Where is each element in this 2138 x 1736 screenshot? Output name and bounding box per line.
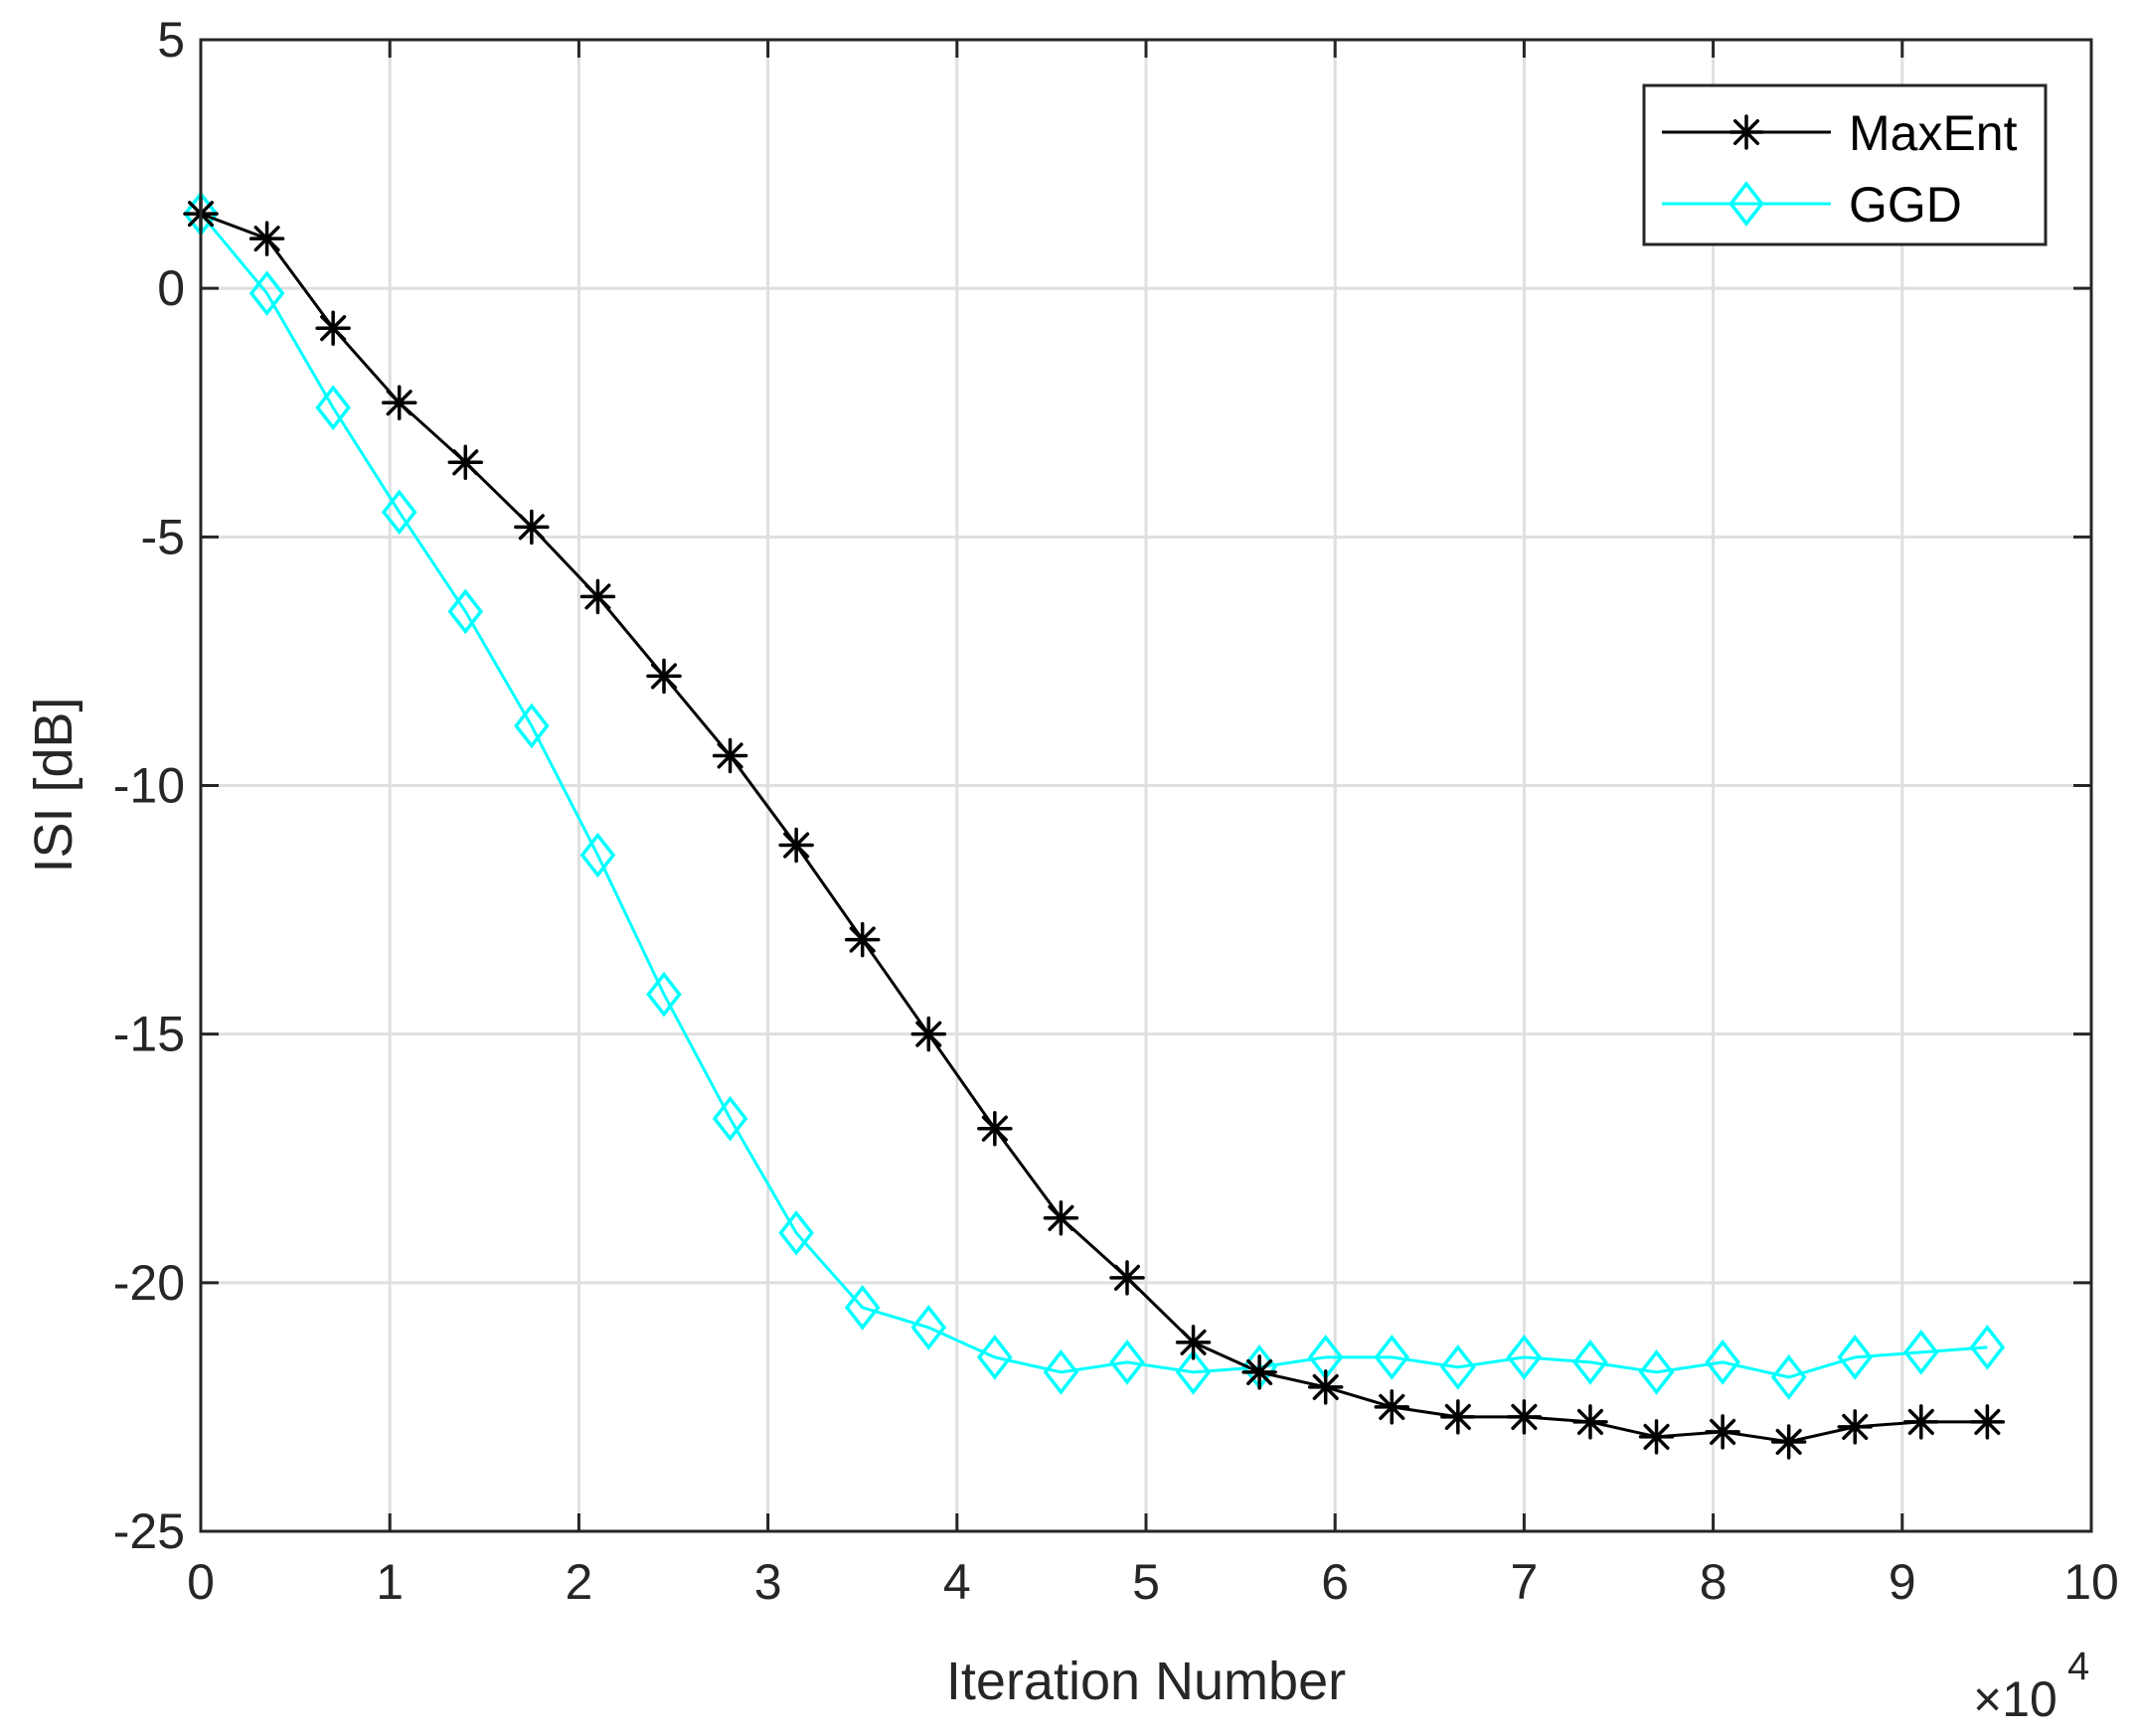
data-point-maxent: [1572, 1404, 1608, 1440]
data-point-maxent: [1969, 1404, 2006, 1440]
legend-marker-maxent: [1728, 114, 1764, 150]
data-point-maxent: [1307, 1369, 1344, 1405]
data-point-ggd: [1175, 1349, 1212, 1395]
legend-box: [1642, 83, 2048, 246]
series-line-maxent: [200, 212, 1988, 1444]
x-tick-label: 5: [1132, 1554, 1160, 1610]
data-point-maxent: [381, 385, 417, 420]
data-point-maxent: [248, 221, 285, 256]
y-tick-label: -10: [113, 758, 185, 814]
legend-label-maxent: MaxEnt: [1849, 105, 2018, 161]
data-point-maxent: [447, 444, 484, 481]
x-tick-label: 3: [754, 1554, 782, 1610]
data-point-ggd: [1440, 1344, 1476, 1390]
data-point-ggd: [1572, 1340, 1608, 1385]
data-point-ggd: [844, 1285, 881, 1331]
x-tick-label: 6: [1321, 1554, 1349, 1610]
axis-ticks: [199, 38, 2093, 1533]
x-tick-label: 8: [1700, 1554, 1727, 1610]
x-tick-label: 2: [565, 1554, 592, 1610]
x-axis-label: Iteration Number: [946, 1652, 1346, 1711]
legend-symbol-ggd: [1728, 181, 1764, 227]
data-point-maxent: [1837, 1409, 1873, 1445]
data-point-ggd: [778, 1209, 814, 1256]
data-point-maxent: [1175, 1325, 1212, 1360]
data-point-maxent: [579, 578, 616, 615]
y-tick-label: -15: [113, 1007, 185, 1062]
data-point-ggd: [1638, 1349, 1675, 1395]
data-point-ggd: [1903, 1330, 1939, 1375]
data-point-maxent: [1770, 1424, 1807, 1460]
data-point-ggd: [579, 832, 616, 878]
legend-marker-ggd: [1728, 181, 1764, 227]
x-tick-label: 4: [943, 1554, 971, 1610]
legend-symbol-maxent: [1728, 114, 1764, 150]
data-point-ggd: [977, 1335, 1013, 1380]
x-tick-label: 10: [2063, 1554, 2119, 1610]
y-tick-label: 0: [157, 260, 185, 316]
data-point-maxent: [910, 1016, 947, 1052]
data-point-maxent: [1705, 1414, 1740, 1450]
data-point-ggd: [248, 270, 285, 317]
y-tick-label: 5: [157, 12, 185, 68]
data-point-ggd: [1705, 1340, 1740, 1385]
x-tick-label: 0: [187, 1554, 215, 1610]
data-point-ggd: [1969, 1325, 2006, 1370]
data-point-ggd: [712, 1095, 748, 1142]
data-point-maxent: [514, 509, 550, 546]
x-tick-label: 9: [1889, 1554, 1916, 1610]
legend-label-ggd: GGD: [1849, 177, 1962, 233]
data-point-maxent: [977, 1110, 1013, 1147]
data-point-maxent: [1241, 1354, 1277, 1390]
x-tick-label: 7: [1510, 1554, 1538, 1610]
data-point-maxent: [1109, 1260, 1145, 1296]
data-point-maxent: [1903, 1404, 1939, 1440]
data-point-maxent: [1638, 1419, 1675, 1455]
data-point-maxent: [778, 827, 814, 864]
data-point-ggd: [514, 703, 550, 749]
y-tick-label: -20: [113, 1255, 185, 1311]
y-axis-label: ISI [dB]: [24, 697, 83, 872]
tick-labels: 0 1 2 3 4 5 6 7 8 9 10 5 0 -5 -10 -15 -20 -25: [113, 12, 2119, 1610]
y-tick-label: -5: [141, 509, 185, 564]
series-maxent: [183, 196, 2006, 1460]
x-tick-label: 1: [376, 1554, 404, 1610]
data-point-ggd: [1043, 1349, 1079, 1395]
x-exponent-power: 4: [2067, 1645, 2089, 1688]
data-point-maxent: [844, 921, 881, 958]
data-point-maxent: [1043, 1200, 1079, 1236]
data-point-ggd: [315, 385, 351, 431]
legend: MaxEnt GGD: [1642, 83, 2048, 246]
data-point-ggd: [1109, 1340, 1145, 1385]
data-point-ggd: [910, 1305, 947, 1350]
y-tick-label: -25: [113, 1503, 185, 1559]
data-point-ggd: [1374, 1335, 1410, 1380]
data-point-ggd: [1770, 1354, 1807, 1400]
data-point-maxent: [712, 737, 748, 774]
data-point-maxent: [1506, 1399, 1543, 1435]
series-line-ggd: [199, 213, 1988, 1379]
data-point-ggd: [1837, 1335, 1874, 1380]
series-ggd: [183, 191, 2006, 1400]
data-point-ggd: [447, 588, 484, 635]
x-exponent-base: ×10: [1973, 1671, 2057, 1727]
data-point-ggd: [381, 489, 417, 536]
data-point-maxent: [646, 658, 682, 695]
data-point-ggd: [1506, 1335, 1543, 1380]
data-point-maxent: [1440, 1399, 1476, 1435]
data-point-maxent: [1374, 1389, 1410, 1425]
data-point-ggd: [646, 971, 682, 1018]
data-point-maxent: [315, 310, 351, 346]
series-layer: [183, 191, 2006, 1460]
